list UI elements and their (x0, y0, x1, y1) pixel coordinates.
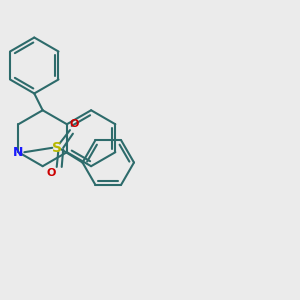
Text: S: S (52, 141, 62, 155)
Text: O: O (46, 168, 56, 178)
Text: O: O (70, 119, 79, 129)
Text: N: N (13, 146, 24, 159)
